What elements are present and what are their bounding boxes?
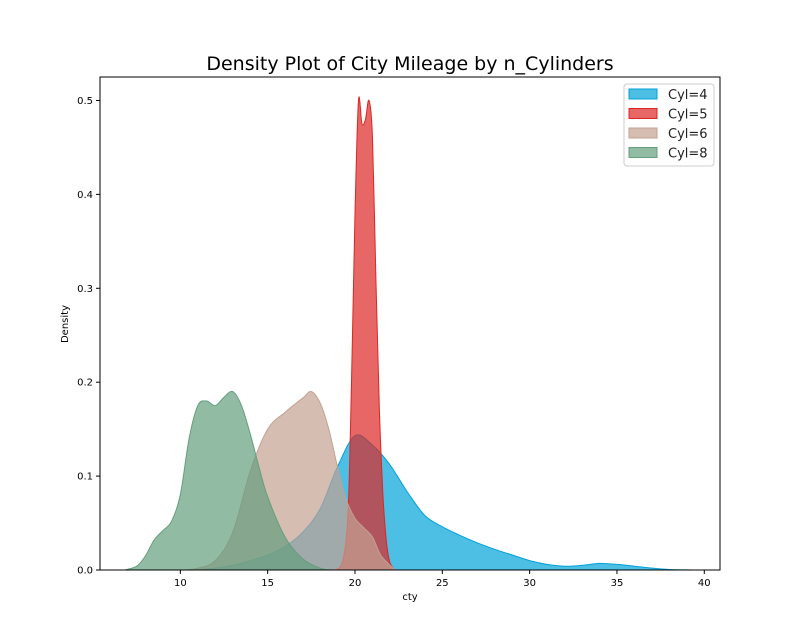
y-tick-label: 0.1 <box>77 472 93 483</box>
y-axis-label: Density <box>60 305 71 343</box>
chart-title: Density Plot of City Mileage by n_Cylind… <box>206 53 613 75</box>
x-axis-label: cty <box>402 592 417 603</box>
series-areas <box>124 96 694 571</box>
x-tick-label: 35 <box>611 578 624 589</box>
legend-box <box>623 83 715 167</box>
plot-frame <box>99 76 721 571</box>
density-area-cyl-5 <box>334 96 397 571</box>
x-tick-label: 20 <box>349 578 362 589</box>
legend: Cyl=4 Cyl=5 Cyl=6 Cyl=8 <box>623 83 715 167</box>
y-tick-label: 0.5 <box>77 96 93 107</box>
legend-label: Cyl=4 <box>668 88 708 103</box>
y-axis-ticks: 0.0 0.1 0.2 0.3 0.4 0.5 <box>77 96 100 577</box>
x-axis-ticks: 10 15 20 25 30 35 40 <box>174 570 711 589</box>
y-tick-label: 0.4 <box>77 190 93 201</box>
legend-swatch <box>628 147 658 158</box>
legend-swatch <box>628 108 658 119</box>
x-tick-label: 40 <box>698 578 711 589</box>
y-tick-label: 0.3 <box>77 284 93 295</box>
legend-swatch <box>628 127 658 139</box>
legend-swatch <box>628 88 658 100</box>
x-tick-label: 15 <box>261 578 274 589</box>
legend-label: Cyl=6 <box>668 127 708 142</box>
y-tick-label: 0.0 <box>77 566 93 577</box>
x-tick-label: 25 <box>436 578 449 589</box>
legend-label: Cyl=5 <box>668 108 708 123</box>
y-tick-label: 0.2 <box>77 378 93 389</box>
density-area-cyl-8 <box>124 390 333 571</box>
x-tick-label: 10 <box>174 578 187 589</box>
legend-label: Cyl=8 <box>668 147 708 162</box>
x-tick-label: 30 <box>523 578 536 589</box>
